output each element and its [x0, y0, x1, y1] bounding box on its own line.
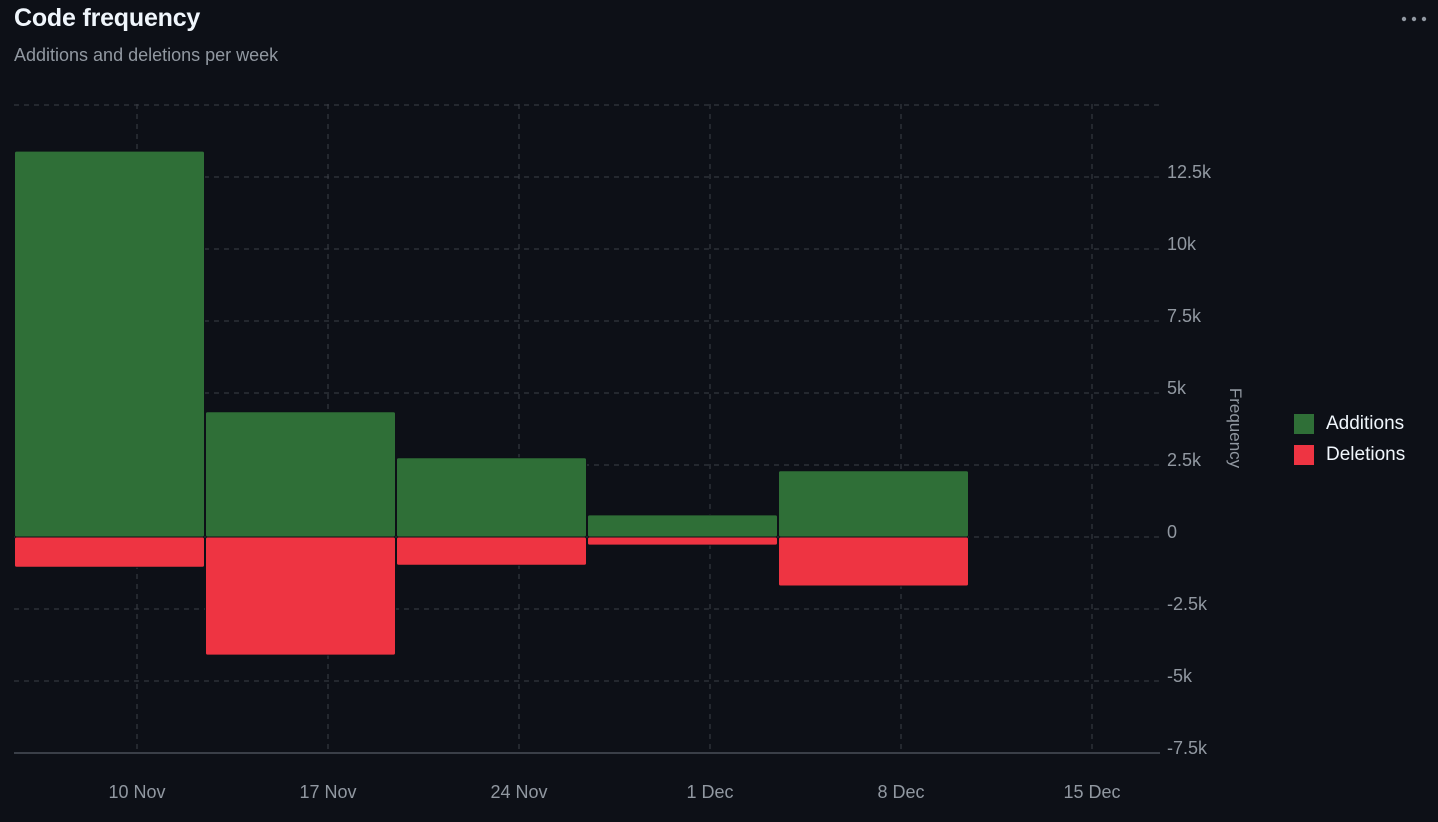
legend-swatch-additions: [1294, 413, 1314, 434]
deletions-bar-2[interactable]: [396, 536, 587, 566]
x-tick-label: 15 Dec: [1063, 782, 1120, 802]
y-tick-label: 0: [1167, 522, 1177, 542]
y-tick-label: 12.5k: [1167, 162, 1212, 182]
legend-item-deletions[interactable]: Deletions: [1294, 439, 1405, 470]
y-tick-label: -2.5k: [1167, 594, 1208, 614]
legend: Additions Deletions: [1294, 408, 1405, 470]
chart-subtitle: Additions and deletions per week: [14, 45, 279, 65]
y-tick-label: -7.5k: [1167, 738, 1208, 758]
deletions-bar-3[interactable]: [587, 536, 778, 546]
additions-bar-2[interactable]: [396, 457, 587, 538]
deletions-bar-4[interactable]: [778, 536, 969, 587]
y-tick-label: -5k: [1167, 666, 1193, 686]
y-tick-label: 2.5k: [1167, 450, 1202, 470]
legend-label-deletions: Deletions: [1326, 443, 1406, 465]
more-options-button[interactable]: [1396, 6, 1432, 32]
legend-swatch-deletions: [1294, 444, 1314, 465]
deletions-bar-1[interactable]: [205, 536, 396, 656]
y-tick-label: 7.5k: [1167, 306, 1202, 326]
y-tick-label: 10k: [1167, 234, 1197, 254]
chart-title: Code frequency: [14, 4, 201, 32]
legend-item-additions[interactable]: Additions: [1294, 408, 1405, 439]
additions-bar-0[interactable]: [14, 150, 205, 538]
bars: [14, 150, 969, 656]
x-tick-label: 10 Nov: [108, 782, 165, 802]
x-tick-label: 8 Dec: [877, 782, 924, 802]
additions-bar-4[interactable]: [778, 470, 969, 538]
x-tick-label: 17 Nov: [299, 782, 356, 802]
deletions-bar-0[interactable]: [14, 536, 205, 568]
additions-bar-1[interactable]: [205, 411, 396, 538]
additions-bar-3[interactable]: [587, 514, 778, 538]
y-tick-label: 5k: [1167, 378, 1187, 398]
x-tick-label: 24 Nov: [490, 782, 547, 802]
y-axis-label: Frequency: [1226, 388, 1245, 469]
kebab-horizontal-icon: [1401, 16, 1427, 22]
legend-label-additions: Additions: [1326, 412, 1405, 434]
x-tick-label: 1 Dec: [686, 782, 733, 802]
axes: 12.5k 10k 7.5k 5k 2.5k 0 -2.5k -5k -7.5k 10 Nov 17…: [14, 162, 1212, 802]
